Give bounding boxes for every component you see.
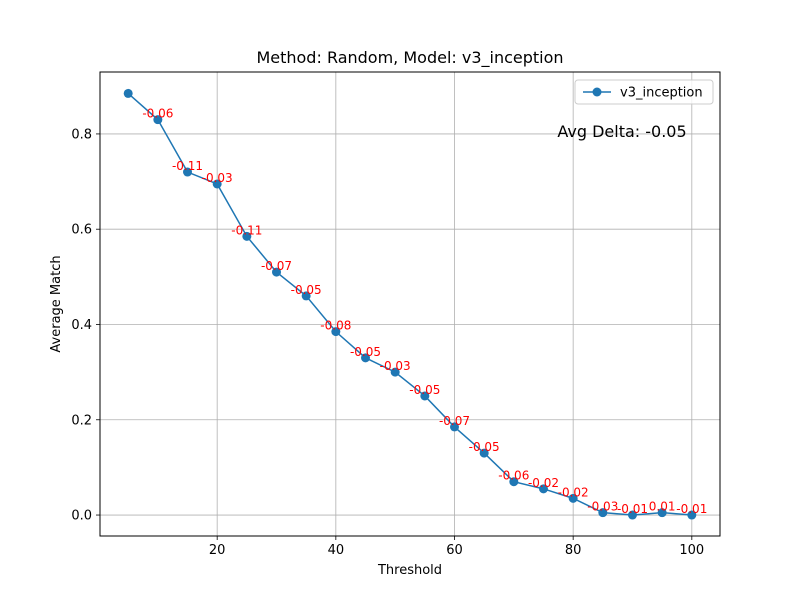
data-point [420,391,430,401]
data-point [687,510,697,520]
legend-point-marker [592,87,602,97]
delta-label: -0.06 [498,469,529,483]
delta-label: -0.03 [202,171,233,185]
delta-label: -0.08 [320,319,351,333]
y-tick-label: 0.2 [71,413,92,428]
data-series [123,88,697,520]
x-tick-label: 100 [679,543,704,558]
delta-label: -0.03 [380,359,411,373]
delta-label: 0.01 [649,500,676,514]
x-tick-label: 60 [446,543,463,558]
data-point [449,422,459,432]
delta-label: -0.03 [587,500,618,514]
delta-label: -0.11 [172,159,203,173]
y-tick-label: 0.8 [71,127,92,142]
legend-label: v3_inception [620,86,703,101]
delta-label: -0.02 [528,476,559,490]
legend-box [574,79,714,105]
delta-label: -0.02 [558,485,589,499]
data-point [479,448,489,458]
delta-label: -0.11 [231,223,262,237]
delta-label: -0.01 [617,502,648,516]
data-point [242,231,252,241]
x-tick-label: 20 [209,543,226,558]
y-tick-label: 0.4 [71,318,92,333]
data-point [153,115,163,125]
data-point [568,493,578,503]
data-point [390,367,400,377]
data-point [361,353,371,363]
legend: v3_inception [574,79,714,105]
delta-label: -0.06 [142,107,173,121]
x-tick-label: 40 [328,543,345,558]
data-point [183,167,193,177]
data-point [657,508,667,518]
data-point [212,179,222,189]
avg-delta-text: Avg Delta: -0.05 [557,122,686,141]
plot-frame [99,71,721,537]
data-point [331,327,341,337]
data-point [301,291,311,301]
delta-label: -0.05 [469,440,500,454]
data-point [627,510,637,520]
data-point [272,267,282,277]
delta-label: -0.01 [676,502,707,516]
y-axis-ticks: 0.0 0.2 0.4 0.6 0.8 [71,127,100,524]
x-tick-label: 80 [565,543,582,558]
data-point [598,508,608,518]
y-tick-label: 0.6 [71,223,92,238]
x-axis-ticks: 20 40 60 80 100 [209,536,704,558]
chart-title: Method: Random, Model: v3_inception [256,48,563,68]
delta-label: -0.05 [291,283,322,297]
data-point [509,477,519,487]
grid-lines [100,72,720,536]
y-tick-label: 0.0 [71,509,92,524]
delta-label: -0.05 [350,345,381,359]
delta-annotations: -0.06-0.11-0.03-0.11-0.07-0.05-0.08-0.05… [142,107,707,516]
y-axis-label: Average Match [49,255,64,352]
delta-label: -0.05 [409,383,440,397]
delta-label: -0.07 [261,259,292,273]
delta-label: -0.07 [439,414,470,428]
data-point [123,88,133,98]
x-axis-label: Threshold [377,563,442,578]
series-line [127,92,692,516]
data-point [538,484,548,494]
